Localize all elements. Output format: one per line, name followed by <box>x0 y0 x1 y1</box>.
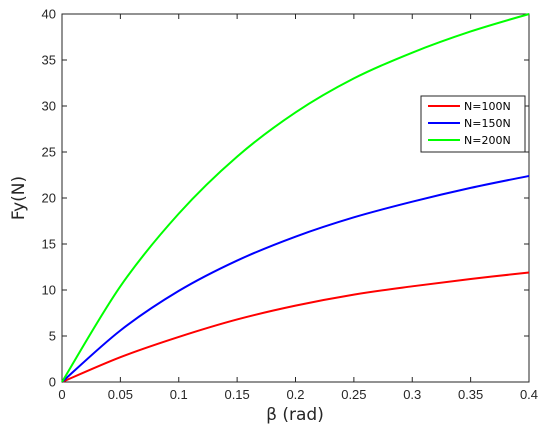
x-tick-label: 0.15 <box>224 387 249 402</box>
y-axis-label: Fy(N) <box>9 176 29 220</box>
series-line-1 <box>61 174 530 383</box>
x-axis-label: β (rad) <box>266 405 324 425</box>
y-tick-label: 35 <box>42 53 56 68</box>
x-tick-label: 0.35 <box>458 387 483 402</box>
plot-area <box>61 13 530 383</box>
x-tick-label: 0.2 <box>286 387 304 402</box>
x-tick-label: 0.4 <box>520 387 538 402</box>
y-tick-label: 10 <box>42 283 56 298</box>
y-tick-label: 15 <box>42 237 56 252</box>
series-lines <box>61 13 530 383</box>
y-tick-label: 30 <box>42 99 56 114</box>
series-line-2 <box>61 13 530 383</box>
x-tick-label: 0.3 <box>403 387 421 402</box>
y-tick-label: 0 <box>49 375 56 390</box>
x-tick-label: 0 <box>58 387 65 402</box>
y-tick-label: 25 <box>42 145 56 160</box>
legend: N=100N N=150N N=200N <box>420 95 526 153</box>
x-tick-labels: 0 0.05 0.1 0.15 0.2 0.25 0.3 0.35 0.4 <box>58 387 538 402</box>
x-tick-label: 0.05 <box>108 387 133 402</box>
legend-label-2: N=200N <box>464 134 511 147</box>
legend-label-0: N=100N <box>464 100 511 113</box>
series-line-0 <box>61 271 530 383</box>
y-tick-label: 40 <box>42 7 56 22</box>
y-tick-labels: 0 5 10 15 20 25 30 35 40 <box>42 7 56 390</box>
legend-label-1: N=150N <box>464 117 511 130</box>
y-tick-label: 20 <box>42 191 56 206</box>
x-tick-label: 0.1 <box>170 387 188 402</box>
y-tick-label: 5 <box>49 329 56 344</box>
axis-ticks <box>61 13 530 383</box>
x-tick-label: 0.25 <box>341 387 366 402</box>
